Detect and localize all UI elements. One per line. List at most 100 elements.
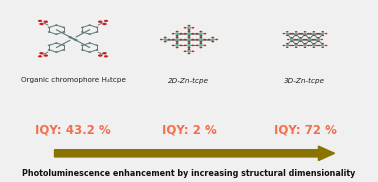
Circle shape [294, 43, 296, 44]
Circle shape [81, 31, 84, 33]
Circle shape [180, 33, 183, 34]
Circle shape [203, 39, 205, 40]
Circle shape [164, 37, 167, 38]
Circle shape [300, 45, 301, 46]
Circle shape [38, 55, 42, 58]
Circle shape [298, 33, 301, 34]
Circle shape [203, 33, 206, 34]
Text: IQY: 43.2 %: IQY: 43.2 % [35, 123, 111, 136]
Circle shape [294, 32, 298, 35]
Circle shape [211, 37, 214, 38]
Circle shape [187, 41, 191, 42]
Circle shape [187, 27, 191, 29]
Circle shape [302, 42, 304, 43]
Circle shape [317, 37, 320, 38]
Circle shape [62, 27, 65, 28]
Circle shape [304, 35, 306, 36]
Circle shape [102, 23, 107, 25]
Circle shape [317, 41, 320, 42]
Circle shape [293, 36, 295, 37]
Circle shape [96, 27, 98, 28]
Circle shape [307, 33, 308, 34]
Circle shape [195, 33, 198, 34]
Circle shape [295, 43, 297, 44]
Circle shape [200, 37, 202, 38]
Circle shape [289, 33, 290, 34]
Circle shape [182, 33, 184, 34]
Circle shape [325, 45, 327, 46]
Circle shape [304, 47, 306, 48]
Circle shape [176, 42, 178, 43]
Circle shape [197, 39, 199, 40]
Circle shape [188, 29, 190, 30]
Circle shape [297, 45, 299, 46]
Circle shape [316, 33, 319, 34]
Circle shape [187, 44, 191, 47]
Circle shape [55, 24, 58, 26]
Circle shape [176, 47, 178, 48]
Circle shape [172, 33, 175, 34]
Circle shape [286, 35, 288, 36]
Circle shape [167, 39, 170, 40]
Circle shape [55, 42, 58, 44]
Circle shape [43, 54, 48, 57]
Circle shape [88, 42, 91, 44]
Circle shape [188, 48, 190, 49]
Circle shape [185, 45, 187, 46]
Circle shape [290, 37, 293, 38]
Circle shape [195, 39, 198, 40]
Circle shape [208, 39, 211, 40]
Circle shape [191, 39, 194, 40]
Circle shape [55, 51, 58, 53]
Circle shape [321, 44, 325, 47]
Circle shape [81, 49, 84, 51]
Circle shape [167, 39, 169, 40]
Circle shape [295, 35, 297, 36]
Circle shape [104, 55, 108, 58]
Circle shape [198, 32, 203, 35]
Circle shape [194, 39, 196, 40]
Circle shape [188, 42, 190, 43]
Circle shape [313, 31, 315, 32]
Circle shape [187, 35, 191, 37]
Circle shape [303, 43, 305, 44]
Circle shape [311, 42, 313, 43]
Circle shape [200, 35, 202, 37]
Circle shape [191, 33, 193, 34]
Circle shape [203, 39, 206, 40]
Circle shape [39, 52, 44, 54]
Circle shape [194, 33, 196, 34]
Circle shape [315, 45, 317, 46]
Circle shape [299, 38, 302, 41]
Circle shape [295, 39, 297, 40]
Circle shape [164, 41, 167, 42]
Circle shape [300, 33, 301, 34]
Circle shape [291, 33, 293, 34]
Circle shape [176, 31, 178, 32]
Circle shape [308, 37, 311, 38]
Circle shape [182, 45, 184, 46]
Circle shape [176, 35, 178, 37]
Circle shape [179, 33, 181, 34]
Circle shape [302, 45, 304, 46]
Circle shape [62, 45, 65, 46]
Circle shape [55, 33, 58, 35]
Circle shape [300, 45, 303, 46]
Circle shape [175, 38, 180, 41]
Circle shape [197, 45, 199, 46]
Circle shape [297, 39, 299, 40]
Circle shape [184, 45, 187, 46]
Circle shape [293, 45, 295, 46]
Circle shape [187, 38, 191, 41]
Circle shape [299, 41, 302, 42]
Circle shape [187, 50, 191, 53]
Circle shape [295, 47, 297, 48]
Circle shape [176, 35, 178, 36]
Circle shape [200, 31, 202, 32]
Circle shape [96, 31, 98, 33]
Circle shape [289, 33, 292, 34]
Circle shape [88, 51, 91, 53]
Circle shape [48, 27, 50, 28]
Circle shape [187, 25, 191, 26]
Circle shape [176, 43, 178, 44]
